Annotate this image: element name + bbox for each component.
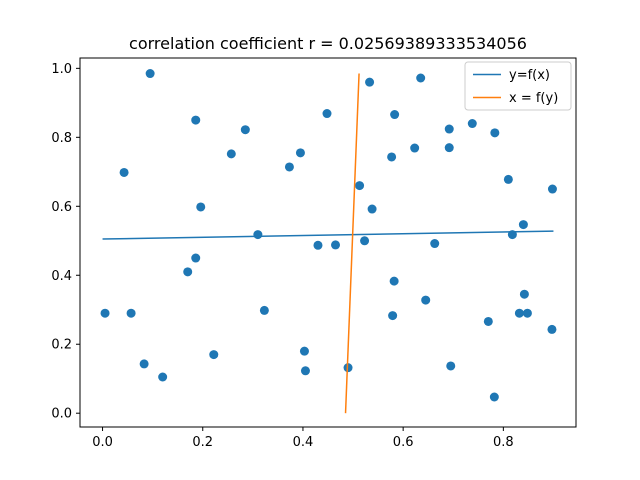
- scatter-point: [295, 148, 305, 158]
- scatter-point: [313, 240, 323, 250]
- scatter-point: [421, 295, 431, 305]
- x-tick-label: 0.4: [293, 435, 314, 450]
- scatter-point: [430, 239, 440, 249]
- scatter-point: [100, 308, 110, 318]
- y-tick-label: 1.0: [51, 62, 72, 77]
- scatter-point: [355, 181, 365, 191]
- scatter-point: [390, 110, 400, 120]
- scatter-point: [119, 167, 129, 177]
- plot-area: 0.0 0.2 0.4 0.6 0.8 0.0 0.2 0.4 0.6 0.8 1.0: [51, 57, 577, 450]
- scatter-point: [300, 366, 310, 376]
- scatter-point: [240, 125, 250, 135]
- x-tick-label: 0.8: [493, 435, 514, 450]
- scatter-point: [388, 311, 398, 321]
- y-tick-label: 0.4: [51, 269, 72, 284]
- scatter-point: [467, 119, 477, 129]
- y-tick-label: 0.2: [51, 338, 72, 353]
- scatter-point: [331, 240, 341, 250]
- x-axis-ticks: 0.0 0.2 0.4 0.6 0.8: [92, 427, 514, 450]
- scatter-point: [389, 276, 399, 286]
- scatter-point: [139, 359, 149, 369]
- scatter-point: [145, 69, 155, 79]
- scatter-point: [365, 77, 375, 87]
- y-tick-label: 0.8: [51, 131, 72, 146]
- axes-frame: [79, 57, 577, 428]
- scatter-point: [259, 305, 269, 315]
- scatter-point: [444, 143, 454, 153]
- scatter-point: [483, 316, 493, 326]
- x-tick-label: 0.0: [92, 435, 113, 450]
- x-tick-label: 0.6: [393, 435, 414, 450]
- scatter-point: [209, 350, 219, 360]
- scatter-point: [416, 73, 426, 83]
- scatter-point: [158, 372, 168, 382]
- scatter-point: [191, 115, 201, 125]
- scatter-point: [183, 267, 193, 277]
- scatter-point: [503, 174, 513, 184]
- scatter-point: [547, 324, 557, 334]
- scatter-point: [410, 143, 420, 153]
- scatter-point: [226, 149, 236, 159]
- scatter-point: [547, 184, 557, 194]
- legend-label-xfy: x = f(y): [509, 91, 558, 106]
- y-tick-label: 0.6: [51, 200, 72, 215]
- scatter-point: [519, 289, 529, 299]
- scatter-point: [126, 308, 136, 318]
- scatter-point: [360, 236, 370, 246]
- x-tick-label: 0.2: [192, 435, 213, 450]
- scatter-point: [322, 109, 332, 119]
- scatter-point: [253, 230, 263, 240]
- scatter-point: [196, 202, 206, 212]
- scatter-point: [522, 308, 532, 318]
- line-xfy: [344, 73, 360, 414]
- chart-title: correlation coefficient r = 0.0256938933…: [129, 34, 527, 53]
- scatter-point: [518, 220, 528, 230]
- scatter-point: [489, 392, 499, 402]
- legend-label-yfx: y=f(x): [509, 68, 550, 83]
- y-tick-label: 0.0: [51, 407, 72, 422]
- scatter-point: [367, 204, 377, 214]
- scatter-point: [514, 308, 524, 318]
- legend: y=f(x) x = f(y): [464, 61, 572, 111]
- scatter-point: [444, 124, 454, 134]
- scatter-point: [490, 128, 500, 138]
- line-yfx: [102, 230, 554, 240]
- scatter-points: [100, 69, 557, 402]
- fit-lines: [102, 73, 554, 414]
- scatter-point: [299, 346, 309, 356]
- y-axis-ticks: 0.0 0.2 0.4 0.6 0.8 1.0: [51, 62, 80, 422]
- scatter-point: [284, 162, 294, 172]
- scatter-point: [387, 152, 397, 162]
- scatter-point: [191, 253, 201, 263]
- scatter-point: [446, 361, 456, 371]
